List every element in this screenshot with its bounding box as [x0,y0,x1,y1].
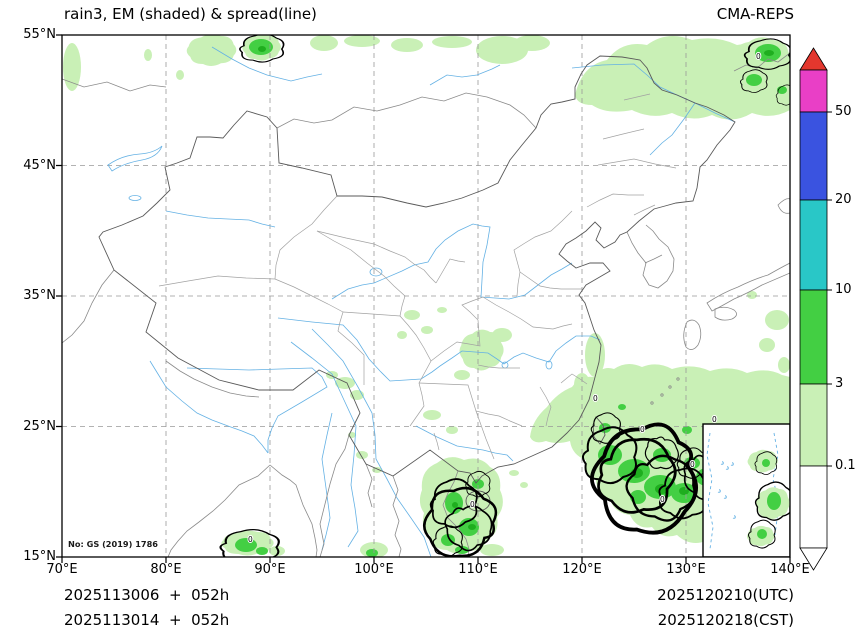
x-tick-70e: 70°E [46,562,78,577]
model-name: CMA-REPS [716,5,794,23]
figure-title: rain3, EM (shaded) & spread(line) [64,5,317,23]
svg-text:0: 0 [756,52,761,61]
south-china-sea-inset [702,423,790,557]
colorbar-seg-under01 [799,465,828,549]
x-tick-90e: 90°E [254,562,286,577]
svg-text:0: 0 [712,415,717,424]
run-time-cst-line: 2025113014 + 052h [64,611,230,629]
rivers [107,46,736,557]
colorbar-seg-01-3 [799,383,828,467]
svg-text:0: 0 [640,425,645,434]
svg-text:0: 0 [660,495,665,504]
colorbar-label-50: 50 [835,104,852,119]
x-tick-120e: 120°E [562,562,602,577]
y-tick-55n: 55°N [23,27,56,42]
run-time-utc-line: 2025113006 + 052h [64,586,230,604]
colorbar-label-20: 20 [835,192,852,207]
y-tick-35n: 35°N [23,288,56,303]
x-tick-140e: 140°E [770,562,810,577]
x-tick-100e: 100°E [354,562,394,577]
colorbar-arrow-bottom [799,547,828,571]
axis-ticks [56,34,791,563]
colorbar-seg-20-50 [799,111,828,201]
y-tick-45n: 45°N [23,158,56,173]
y-tick-15n: 15°N [23,549,56,564]
contour-labels: 0 0 0 0 0 0 0 0 [247,51,762,545]
svg-text:0: 0 [690,460,695,469]
colorbar-label-10: 10 [835,282,852,297]
valid-time-cst: 2025120218(CST) [657,611,794,629]
country-borders [62,52,790,557]
license-note: No: GS (2019) 1786 [68,539,158,549]
svg-text:0: 0 [593,394,598,403]
map-canvas: 0 0 0 0 0 0 0 0 [56,34,791,563]
svg-text:0: 0 [470,500,475,509]
province-borders [158,93,677,460]
colorbar-seg-3-10 [799,289,828,385]
map-frame [56,34,791,563]
svg-text:0: 0 [248,535,253,544]
colorbar-arrow-top [799,47,828,71]
valid-time-utc: 2025120210(UTC) [657,586,794,604]
colorbar-label-01: 0.1 [835,458,856,473]
y-tick-25n: 25°N [23,419,56,434]
x-tick-110e: 110°E [458,562,498,577]
x-tick-80e: 80°E [150,562,182,577]
colorbar-label-3: 3 [835,376,844,391]
x-tick-130e: 130°E [666,562,706,577]
colorbar-seg-10-20 [799,199,828,291]
colorbar-seg-over50 [799,69,828,113]
colorbar [799,47,832,571]
